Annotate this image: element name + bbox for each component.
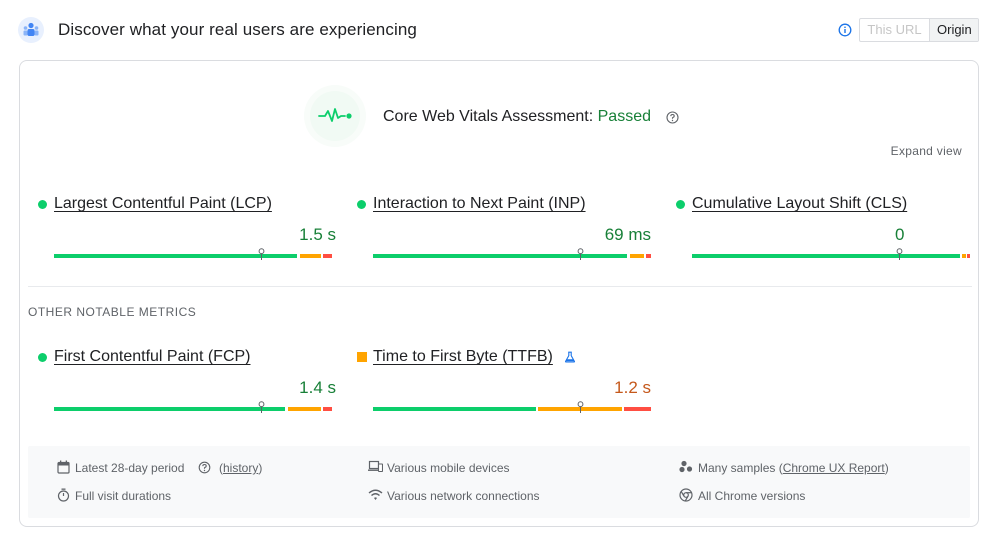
good-segment: [692, 254, 960, 258]
network-text: Various network connections: [387, 489, 540, 503]
help-icon[interactable]: [666, 111, 679, 124]
good-segment: [373, 254, 627, 258]
metric-fcp: First Contentful Paint (FCP) 1.4 s: [38, 345, 336, 415]
chrome-icon: [679, 488, 693, 502]
url-origin-toggle: This URL Origin: [859, 18, 979, 42]
devices-text: Various mobile devices: [387, 461, 510, 475]
page-title: Discover what your real users are experi…: [58, 20, 417, 39]
metric-lcp: Largest Contentful Paint (LCP) 1.5 s: [38, 192, 336, 262]
metric-ttfb: Time to First Byte (TTFB) 1.2 s: [357, 345, 651, 415]
history-link-wrapper: (history): [219, 461, 263, 475]
section-divider: [28, 286, 972, 287]
good-segment: [54, 407, 285, 411]
poor-segment: [967, 254, 970, 258]
origin-tab[interactable]: Origin: [929, 19, 978, 41]
other-metrics-heading: OTHER NOTABLE METRICS: [28, 305, 197, 319]
metric-inp: Interaction to Next Paint (INP) 69 ms: [357, 192, 651, 262]
pulse-icon: [310, 91, 360, 141]
distribution-bar: [692, 254, 970, 258]
metric-name[interactable]: Cumulative Layout Shift (CLS): [692, 195, 908, 212]
samples-icon: [679, 460, 693, 473]
percentile-marker-icon: [258, 401, 265, 413]
stopwatch-icon: [57, 488, 70, 502]
flask-icon: [564, 351, 576, 363]
good-status-icon: [38, 353, 47, 362]
poor-segment: [624, 407, 651, 411]
distribution-bar: [54, 407, 332, 411]
percentile-marker-icon: [577, 401, 584, 413]
distribution-bar: [373, 254, 651, 258]
metric-value: 1.5 s: [299, 225, 336, 244]
metric-value: 0: [895, 225, 905, 244]
poor-segment: [323, 407, 332, 411]
metric-value: 69 ms: [604, 225, 651, 244]
average-segment: [630, 254, 644, 258]
average-segment: [300, 254, 321, 258]
distribution-bar: [54, 254, 332, 258]
metric-value: 1.4 s: [299, 378, 336, 397]
info-icon[interactable]: [838, 23, 852, 37]
poor-segment: [646, 254, 651, 258]
good-status-icon: [676, 200, 685, 209]
percentile-marker-icon: [896, 248, 903, 260]
assessment-status: Passed: [597, 108, 651, 125]
percentile-marker-icon: [577, 248, 584, 260]
average-segment: [962, 254, 966, 258]
versions-text: All Chrome versions: [698, 489, 806, 503]
metric-value: 1.2 s: [614, 378, 651, 397]
assessment-label: Core Web Vitals Assessment:: [383, 108, 594, 125]
history-link[interactable]: history: [223, 461, 259, 475]
assessment-heading: Core Web Vitals Assessment: Passed: [383, 108, 651, 126]
poor-segment: [323, 254, 332, 258]
devices-icon: [368, 460, 383, 473]
distribution-bar: [373, 407, 651, 411]
metric-name[interactable]: Interaction to Next Paint (INP): [373, 195, 586, 212]
average-status-icon: [357, 352, 367, 362]
expand-view-button[interactable]: Expand view: [890, 144, 962, 158]
good-status-icon: [38, 200, 47, 209]
data-source-footer: Latest 28-day period (history) Full visi…: [28, 446, 970, 518]
good-status-icon: [357, 200, 366, 209]
wifi-icon: [368, 489, 383, 500]
this-url-tab[interactable]: This URL: [867, 22, 922, 37]
good-segment: [373, 407, 536, 411]
chrome-ux-report-link[interactable]: Chrome UX Report: [782, 461, 885, 475]
period-text: Latest 28-day period: [75, 461, 185, 475]
average-segment: [288, 407, 321, 411]
visit-text: Full visit durations: [75, 489, 172, 503]
samples-prefix: Many samples (: [698, 461, 783, 475]
metric-name[interactable]: First Contentful Paint (FCP): [54, 348, 251, 365]
metric-cls: Cumulative Layout Shift (CLS) 0: [676, 192, 970, 262]
field-data-card: Core Web Vitals Assessment: Passed Expan…: [19, 60, 979, 527]
metric-name[interactable]: Largest Contentful Paint (LCP): [54, 195, 272, 212]
users-icon: [18, 17, 44, 43]
percentile-marker-icon: [258, 248, 265, 260]
good-segment: [54, 254, 297, 258]
samples-suffix: ): [884, 461, 889, 475]
samples-text: Many samples (Chrome UX Report): [698, 460, 889, 476]
metric-name[interactable]: Time to First Byte (TTFB): [373, 348, 553, 365]
help-icon[interactable]: [198, 461, 211, 474]
report-header: Discover what your real users are experi…: [0, 0, 990, 60]
calendar-icon: [57, 460, 70, 474]
